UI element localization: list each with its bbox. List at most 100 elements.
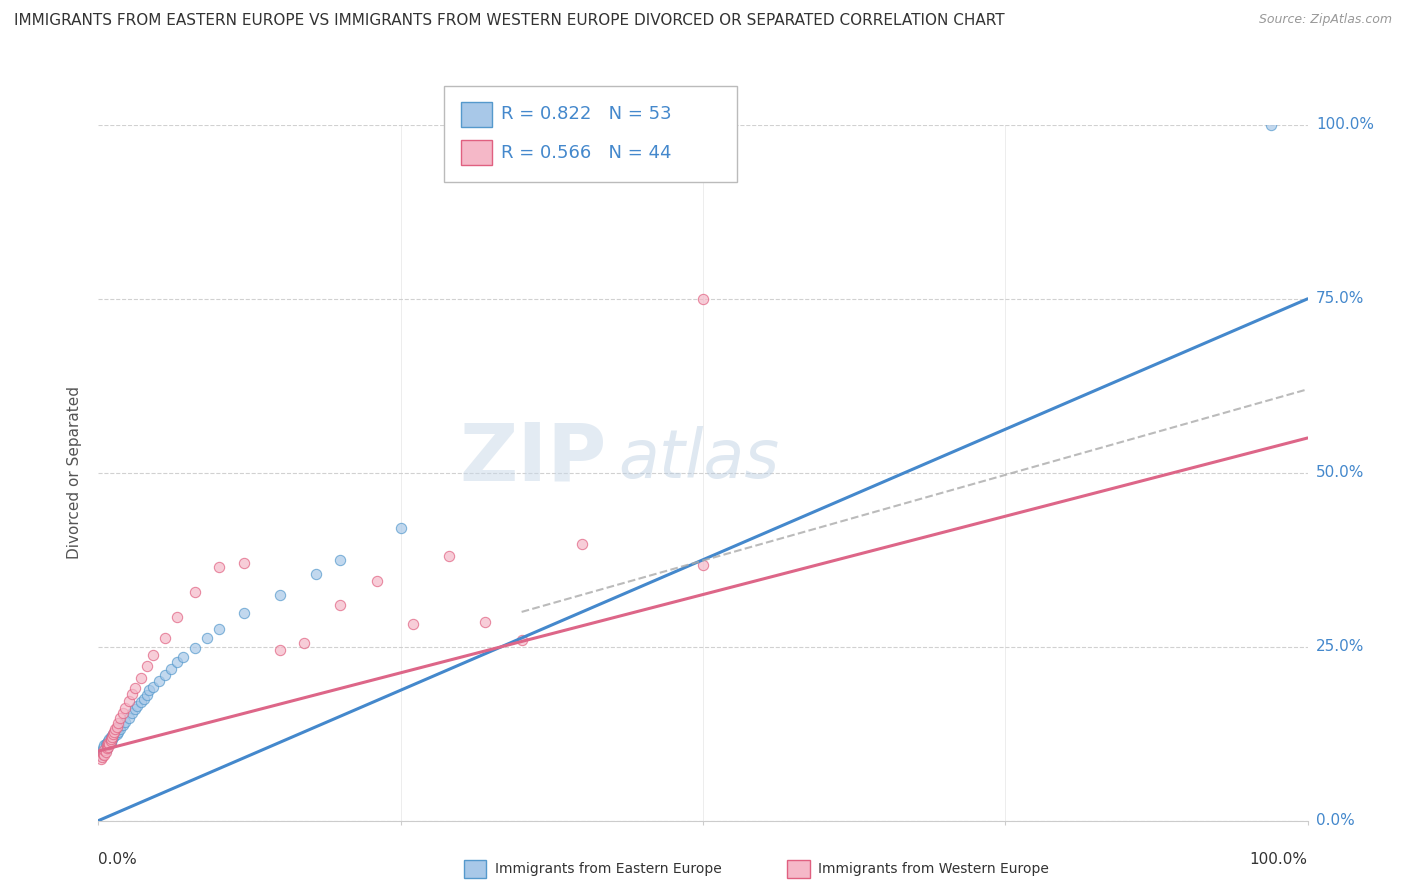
Point xyxy=(104,722,127,736)
Point xyxy=(97,733,120,747)
Point xyxy=(107,716,129,731)
Text: 25.0%: 25.0% xyxy=(1316,640,1364,654)
Point xyxy=(111,717,134,731)
Point xyxy=(329,598,352,612)
Point xyxy=(91,744,114,758)
Point xyxy=(105,723,128,738)
Point xyxy=(103,724,125,739)
Point xyxy=(100,733,122,747)
Point xyxy=(437,549,460,564)
Point xyxy=(166,610,188,624)
Point xyxy=(97,739,120,754)
Text: atlas: atlas xyxy=(619,425,779,491)
Text: 0.0%: 0.0% xyxy=(98,852,138,867)
Point xyxy=(94,746,117,760)
Text: 100.0%: 100.0% xyxy=(1250,852,1308,867)
Point xyxy=(100,731,122,746)
Text: R = 0.822   N = 53: R = 0.822 N = 53 xyxy=(501,105,671,123)
Point xyxy=(93,742,115,756)
Point xyxy=(232,556,254,570)
Point xyxy=(269,587,291,601)
Text: Source: ZipAtlas.com: Source: ZipAtlas.com xyxy=(1258,13,1392,27)
Point xyxy=(107,724,129,739)
Point xyxy=(101,726,124,740)
Point xyxy=(98,737,121,751)
Point xyxy=(96,741,118,756)
Point xyxy=(111,706,134,720)
Point xyxy=(129,695,152,709)
Point xyxy=(94,737,117,751)
Point xyxy=(124,681,146,696)
Point xyxy=(402,617,425,632)
Point xyxy=(105,720,128,734)
Point xyxy=(121,687,143,701)
Text: IMMIGRANTS FROM EASTERN EUROPE VS IMMIGRANTS FROM WESTERN EUROPE DIVORCED OR SEP: IMMIGRANTS FROM EASTERN EUROPE VS IMMIGR… xyxy=(14,13,1005,29)
Point xyxy=(100,731,122,746)
Point xyxy=(100,733,122,747)
Point xyxy=(93,744,115,758)
Point xyxy=(108,711,131,725)
Point xyxy=(108,720,131,734)
Point xyxy=(1260,118,1282,132)
Point xyxy=(692,292,714,306)
Point xyxy=(172,650,194,665)
Point xyxy=(100,730,122,744)
Text: 75.0%: 75.0% xyxy=(1316,292,1364,306)
Point xyxy=(153,632,176,646)
Point xyxy=(129,671,152,685)
Point xyxy=(114,701,136,715)
Point xyxy=(692,558,714,572)
Point xyxy=(195,632,218,646)
Point xyxy=(269,643,291,657)
Text: 0.0%: 0.0% xyxy=(1316,814,1354,828)
Point xyxy=(91,746,114,760)
Point xyxy=(208,559,231,574)
Point xyxy=(103,729,125,743)
Point xyxy=(93,739,115,753)
Point xyxy=(100,729,122,743)
Point xyxy=(329,552,352,567)
Text: Immigrants from Western Europe: Immigrants from Western Europe xyxy=(818,862,1049,876)
Point xyxy=(148,674,170,689)
Point xyxy=(124,702,146,716)
Point xyxy=(118,711,141,725)
Point xyxy=(232,607,254,621)
Point xyxy=(166,655,188,669)
Point xyxy=(101,730,124,744)
Point xyxy=(510,632,533,647)
Point xyxy=(108,722,131,736)
Text: R = 0.566   N = 44: R = 0.566 N = 44 xyxy=(501,144,671,161)
Point xyxy=(142,680,165,694)
Point xyxy=(142,648,165,662)
Point xyxy=(208,623,231,637)
Point xyxy=(474,615,496,630)
Point xyxy=(100,730,122,744)
Y-axis label: Divorced or Separated: Divorced or Separated xyxy=(67,386,83,559)
Point xyxy=(91,740,114,755)
Point xyxy=(118,694,141,708)
Point xyxy=(100,736,122,750)
Point xyxy=(90,752,112,766)
Point xyxy=(97,736,120,750)
Point xyxy=(135,659,157,673)
Point xyxy=(105,726,128,740)
Point xyxy=(98,737,121,751)
Text: ZIP: ZIP xyxy=(458,420,606,498)
Point xyxy=(104,724,127,739)
Point xyxy=(292,636,315,650)
Point xyxy=(134,692,156,706)
Text: Immigrants from Eastern Europe: Immigrants from Eastern Europe xyxy=(495,862,721,876)
Point xyxy=(160,662,183,676)
Text: 100.0%: 100.0% xyxy=(1316,118,1374,132)
Point xyxy=(96,739,118,753)
Point xyxy=(96,736,118,750)
Point xyxy=(184,585,207,599)
Point xyxy=(94,742,117,756)
Point xyxy=(389,521,412,535)
Point xyxy=(96,740,118,755)
Point xyxy=(121,706,143,720)
Point xyxy=(366,574,388,588)
Text: 50.0%: 50.0% xyxy=(1316,466,1364,480)
Point xyxy=(571,537,593,551)
Point xyxy=(135,689,157,703)
